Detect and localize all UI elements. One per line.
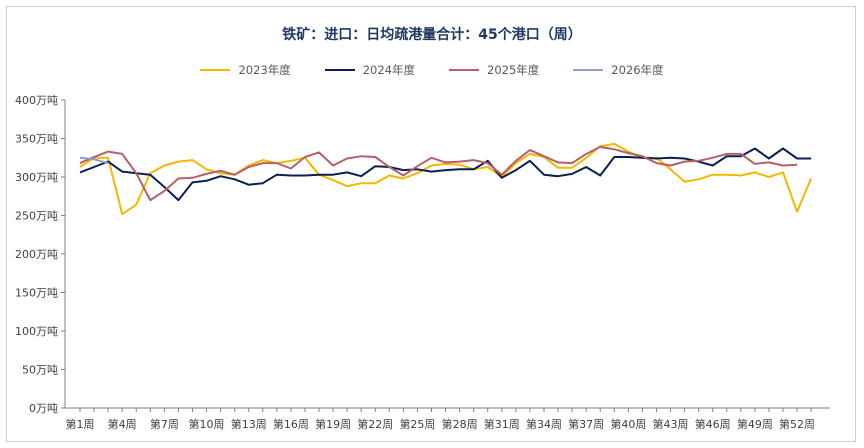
x-tick-label: 第13周 — [231, 417, 267, 431]
x-tick-label: 第46周 — [695, 417, 731, 431]
legend-item: 2026年度 — [573, 62, 664, 78]
chart-legend: 2023年度 2024年度 2025年度 2026年度 — [0, 62, 864, 78]
series-line-2023年度 — [79, 142, 813, 215]
x-tick-label: 第34周 — [526, 417, 562, 431]
chart-title: 铁矿：进口：日均疏港量合计：45个港口（周） — [282, 27, 582, 43]
x-tick-label: 第37周 — [568, 417, 604, 431]
x-tick-label: 第40周 — [610, 417, 646, 431]
y-tick-label: 400万吨 — [15, 94, 58, 107]
chart-frame — [6, 6, 856, 442]
y-tick-label: 200万吨 — [15, 248, 58, 261]
legend-label: 2023年度 — [238, 63, 291, 77]
x-tick-label: 第16周 — [273, 417, 309, 431]
x-tick-label: 第4周 — [108, 417, 137, 431]
series-line-2026年度 — [79, 156, 109, 165]
y-tick-label: 50万吨 — [22, 364, 58, 377]
x-tick-label: 第10周 — [189, 417, 225, 431]
x-tick-label: 第22周 — [357, 417, 393, 431]
x-tick-label: 第28周 — [442, 417, 478, 431]
x-tick-label: 第49周 — [737, 417, 773, 431]
x-tick-label: 第25周 — [399, 417, 435, 431]
x-tick-label: 第43周 — [653, 417, 689, 431]
y-tick-label: 250万吨 — [15, 210, 58, 223]
legend-swatch — [449, 69, 479, 71]
x-tick-label: 第19周 — [315, 417, 351, 431]
legend-swatch — [324, 69, 355, 71]
legend-item: 2023年度 — [200, 62, 291, 78]
legend-item: 2024年度 — [324, 62, 415, 78]
y-tick-label: 350万吨 — [15, 133, 58, 146]
y-tick-label: 0万吨 — [29, 402, 58, 415]
legend-item: 2025年度 — [449, 62, 539, 78]
y-tick-label: 300万吨 — [15, 171, 58, 184]
legend-label: 2026年度 — [611, 63, 664, 77]
x-tick-label: 第52周 — [779, 417, 815, 431]
y-tick-label: 100万吨 — [15, 325, 58, 338]
x-tick-label: 第1周 — [66, 417, 95, 431]
x-tick-label: 第31周 — [484, 417, 520, 431]
series-line-2024年度 — [79, 147, 812, 202]
legend-label: 2025年度 — [487, 63, 540, 77]
legend-swatch — [200, 69, 231, 71]
legend-swatch — [573, 69, 604, 71]
x-tick-label: 第7周 — [150, 417, 179, 431]
legend-label: 2024年度 — [362, 63, 415, 77]
series-line-2025年度 — [79, 146, 798, 202]
y-tick-label: 150万吨 — [15, 287, 58, 300]
